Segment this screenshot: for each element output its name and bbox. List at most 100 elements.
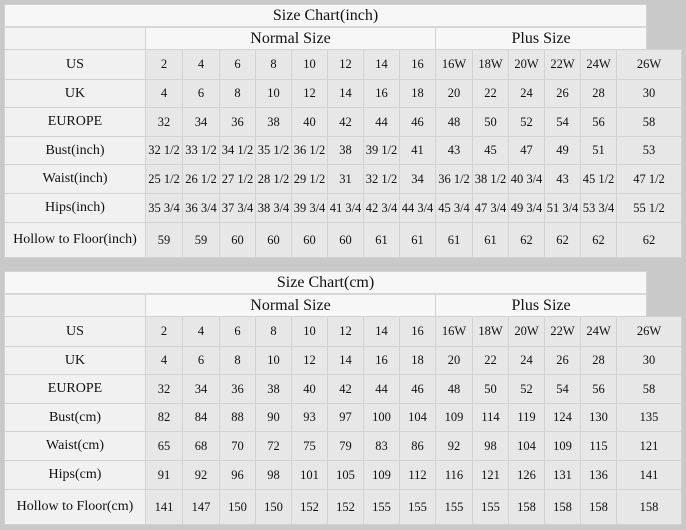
size-cell: 136 [580,460,617,490]
size-cell: 8 [219,79,256,108]
table-row: Waist(cm) 65 68 70 72 75 79 83 86 92 98 104 109 115 12… [4,431,682,461]
size-cell: 39 3/4 [291,193,328,223]
size-cell: 61 [363,222,400,258]
size-cell: 150 [219,489,256,525]
size-cell: 26W [616,49,682,80]
size-cell: 34 [182,374,220,404]
size-cell: 10 [255,79,292,108]
size-cell: 24 [508,79,545,108]
blank-header-cell [4,26,146,50]
size-cell: 22 [472,79,509,108]
blank-header-cell [4,293,146,317]
size-cell: 84 [182,403,220,432]
size-cell: 32 [145,374,183,404]
size-cell: 45 3/4 [435,193,473,223]
table-row: US 2 4 6 8 10 12 14 16 16W 18W 20W 22W 24W 26W [4,49,682,80]
size-cell: 82 [145,403,183,432]
size-cell: 48 [435,374,473,404]
size-cell: 29 1/2 [291,164,328,194]
size-cell: 12 [327,316,364,347]
size-cell: 92 [435,431,473,461]
size-cell: 38 [255,374,292,404]
size-cell: 42 [327,374,364,404]
size-chart-cm: Size Chart(cm) Normal Size Plus Size US 2 4 6 8… [3,271,682,525]
size-cell: 152 [291,489,328,525]
size-cell: 90 [255,403,292,432]
table-row: Hollow to Floor(cm) 141 147 150 150 152 152 155… [4,489,682,525]
size-cell: 48 [435,107,473,137]
size-cell: 22W [544,49,581,80]
size-cell: 50 [472,107,509,137]
table-row: EUROPE 32 34 36 38 40 42 44 46 48 50 52 54 56 58 [4,107,682,137]
size-cell: 131 [544,460,581,490]
table-row: UK 4 6 8 10 12 14 16 18 20 22 24 26 28 30 [4,346,682,375]
size-cell: 27 1/2 [219,164,256,194]
size-cell: 65 [145,431,183,461]
size-cell: 39 1/2 [363,136,400,165]
size-cell: 36 [219,107,256,137]
size-cell: 121 [616,431,682,461]
size-cell: 6 [219,49,256,80]
row-label: Bust(inch) [4,136,146,165]
size-cell: 141 [145,489,183,525]
size-cell: 62 [508,222,545,258]
row-label: EUROPE [4,374,146,404]
row-label: Waist(inch) [4,164,146,194]
size-cell: 88 [219,403,256,432]
size-cell: 47 1/2 [616,164,682,194]
size-cell: 10 [291,316,328,347]
size-cell: 130 [580,403,617,432]
size-cell: 24W [580,49,617,80]
size-cell: 49 3/4 [508,193,545,223]
size-cell: 155 [435,489,473,525]
table-row: Bust(inch) 32 1/2 33 1/2 34 1/2 35 1/2 36 1/2… [4,136,682,165]
size-cell: 60 [219,222,256,258]
row-label: Bust(cm) [4,403,146,432]
size-cell: 104 [399,403,436,432]
size-cell: 24 [508,346,545,375]
size-cell: 62 [580,222,617,258]
size-cell: 40 [291,107,328,137]
size-cell: 46 [399,107,436,137]
size-cell: 109 [544,431,581,461]
size-cell: 60 [255,222,292,258]
size-cell: 8 [219,346,256,375]
size-cell: 93 [291,403,328,432]
size-cell: 56 [580,107,617,137]
size-cell: 14 [327,79,364,108]
size-cell: 50 [472,374,509,404]
size-cell: 53 3/4 [580,193,617,223]
size-cell: 40 3/4 [508,164,545,194]
size-cell: 26 [544,346,581,375]
size-cell: 59 [145,222,183,258]
size-cell: 31 [327,164,364,194]
size-cell: 2 [145,49,183,80]
size-cell: 40 [291,374,328,404]
row-label: Hollow to Floor(cm) [4,489,146,525]
size-cell: 18 [399,346,436,375]
size-cell: 8 [255,49,292,80]
size-cell: 41 3/4 [327,193,364,223]
group-normal-size: Normal Size [145,293,436,317]
size-cell: 158 [544,489,581,525]
size-cell: 38 [327,136,364,165]
size-cell: 12 [327,49,364,80]
size-cell: 28 1/2 [255,164,292,194]
size-cell: 54 [544,107,581,137]
size-cell: 16 [399,49,436,80]
size-cell: 32 1/2 [363,164,400,194]
size-cell: 135 [616,403,682,432]
group-plus-size: Plus Size [434,26,648,50]
size-cell: 98 [472,431,509,461]
size-cell: 114 [472,403,509,432]
row-label: UK [4,79,146,108]
row-label: US [4,316,146,347]
size-cell: 141 [616,460,682,490]
size-cell: 38 1/2 [472,164,509,194]
size-cell: 20 [435,346,473,375]
size-cell: 45 1/2 [580,164,617,194]
row-label: US [4,49,146,80]
size-cell: 32 1/2 [145,136,183,165]
size-cell: 61 [435,222,473,258]
size-cell: 98 [255,460,292,490]
